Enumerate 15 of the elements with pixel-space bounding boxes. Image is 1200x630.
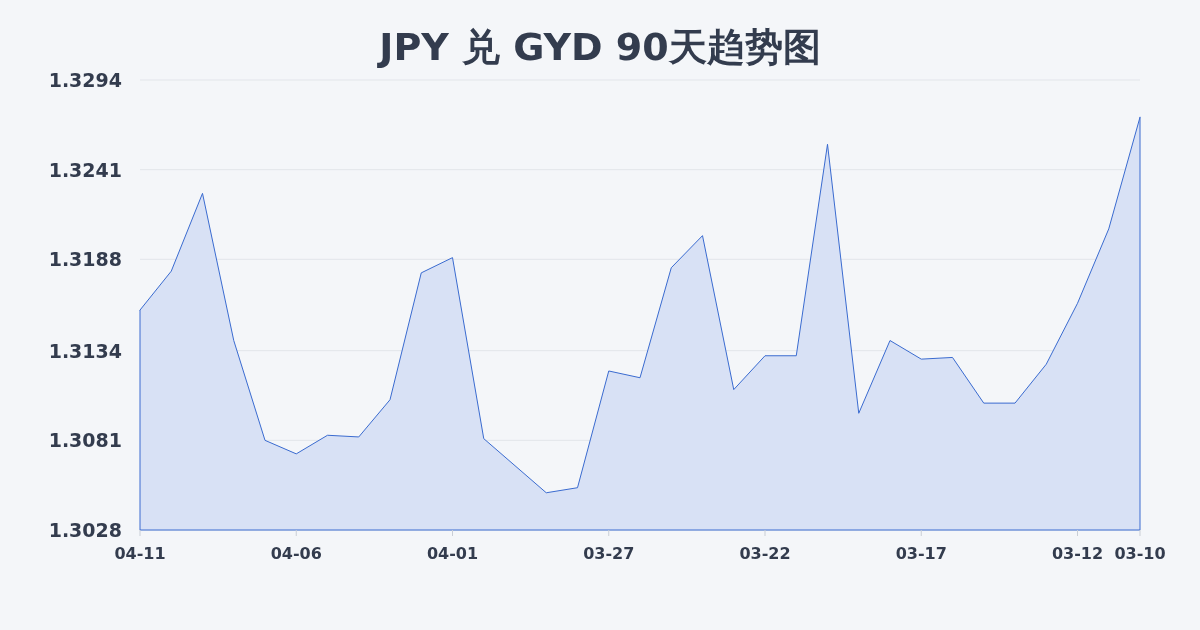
- y-tick-label: 1.3241: [48, 158, 122, 181]
- chart-title: JPY 兑 GYD 90天趋势图: [376, 25, 821, 69]
- y-tick-label: 1.3188: [48, 248, 122, 271]
- x-tick-label: 03-27: [583, 544, 635, 563]
- x-tick-label: 03-22: [739, 544, 791, 563]
- y-tick-label: 1.3081: [48, 429, 122, 452]
- x-tick-label: 04-11: [114, 544, 166, 563]
- y-tick-label: 1.3134: [48, 339, 122, 362]
- x-tick-label: 04-01: [426, 544, 479, 563]
- x-tick-label: 03-10: [1114, 544, 1166, 563]
- y-tick-label: 1.3028: [48, 519, 122, 541]
- x-tick-label: 04-06: [270, 544, 322, 563]
- y-tick-label: 1.3294: [48, 69, 122, 91]
- x-tick-label: 03-17: [895, 544, 947, 563]
- x-tick-label: 03-12: [1051, 544, 1104, 563]
